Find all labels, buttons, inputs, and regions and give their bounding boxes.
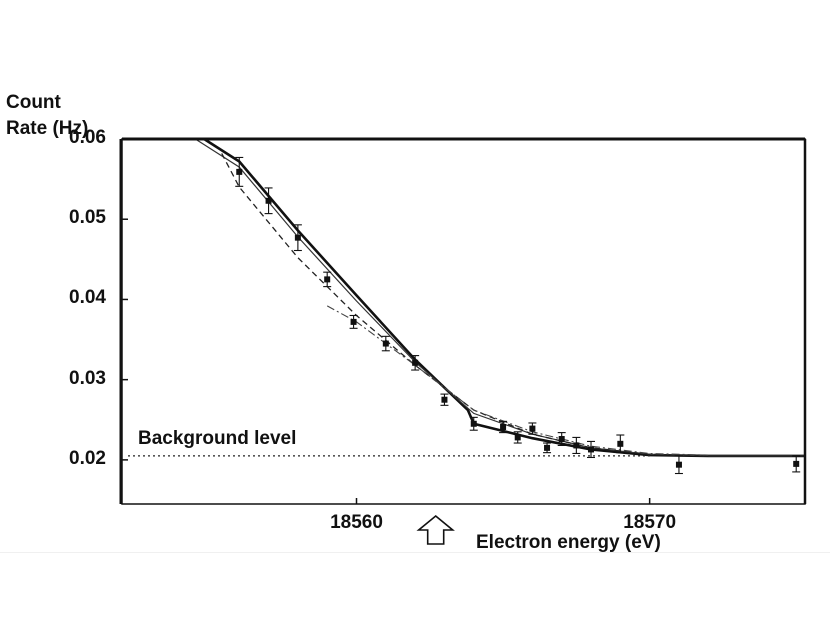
data-point-marker [470,420,477,427]
data-point [557,432,566,446]
y-axis-label-line2: Rate (Hz) [6,118,89,139]
fit-curve-solid-thin [194,138,805,457]
data-point-marker [441,396,448,403]
data-point-marker [573,442,580,449]
data-point [616,434,625,454]
data-point-marker [529,425,536,432]
data-point [587,440,596,459]
data-point-marker [412,359,419,366]
data-point-marker [617,440,624,447]
data-point [381,335,390,352]
y-tick-label: 0.06 [69,127,106,148]
data-point [513,431,522,444]
data-point-marker [382,340,389,347]
data-point [349,314,358,329]
data-point-marker [588,446,595,453]
data-point-marker [236,168,243,175]
data-point-marker [324,276,331,283]
data-point-marker [793,460,800,467]
fit-curves [194,137,805,458]
x-tick-label: 18560 [330,512,383,533]
data-point [528,422,537,435]
x-tick-label: 18570 [623,512,677,533]
data-point-marker [514,434,521,441]
y-tick-label: 0.03 [69,367,106,389]
y-axis-label: Count Rate (Hz) [6,90,88,142]
fit-curve-dashed [221,153,709,457]
data-point-marker [558,436,565,443]
x-axis-ticks [355,498,651,504]
data-point [572,436,581,455]
y-axis-label-line1: Count [6,92,61,113]
data-point-marker [675,461,682,468]
data-point-marker [265,197,272,204]
background-level-annotation: Background level [138,428,297,449]
data-point [264,187,273,215]
y-tick-label: 0.04 [69,287,106,309]
data-point-marker [544,444,551,451]
endpoint-arrow-icon [416,514,455,545]
data-point [411,355,420,371]
data-point-marker [500,423,507,430]
lower-blank-area [0,552,830,643]
y-tick-label: 0.02 [69,447,106,469]
data-point [440,393,449,406]
data-points [235,156,801,475]
fit-curve-solid-thick [203,137,805,458]
data-point [469,416,478,431]
data-point [792,455,801,473]
data-point [293,224,302,252]
data-point [543,442,552,454]
data-point-marker [350,318,357,325]
data-point [674,455,683,475]
data-point-marker [294,234,301,241]
y-axis-ticks [122,138,128,461]
x-axis-label: Electron energy (eV) [476,532,661,553]
data-point [323,271,332,288]
data-point [235,156,244,187]
data-point [499,420,508,434]
y-tick-label: 0.05 [69,207,106,229]
